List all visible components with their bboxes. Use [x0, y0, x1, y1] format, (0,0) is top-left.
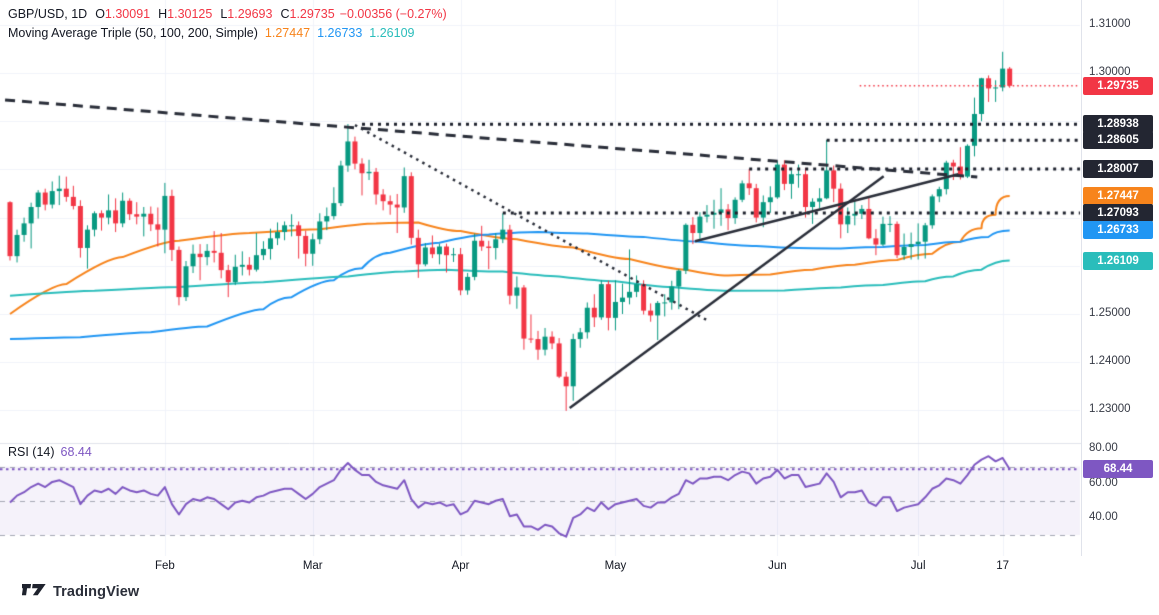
- price-badge: 1.28938: [1083, 115, 1153, 134]
- price-badge: 1.27093: [1083, 204, 1153, 223]
- tradingview-logo-link[interactable]: TradingView: [22, 583, 139, 600]
- ma-indicator-legend-row[interactable]: Moving Average Triple (50, 100, 200, Sim…: [8, 24, 447, 42]
- tradingview-logo-icon: [22, 584, 46, 596]
- price-badge: 1.28605: [1083, 131, 1153, 150]
- price-badge: 1.26109: [1083, 251, 1153, 270]
- time-tick-label: Mar: [302, 560, 323, 572]
- ma100-value: 1.26733: [317, 26, 363, 40]
- time-tick-label: Apr: [451, 560, 470, 572]
- price-badge: 1.29735: [1083, 76, 1153, 95]
- rsi-tick-label: 80.00: [1089, 442, 1118, 455]
- price-change: −0.00356 (−0.27%): [339, 7, 447, 21]
- ohlc-low: L1.29693: [220, 7, 273, 21]
- time-tick-label: Feb: [154, 560, 175, 572]
- price-badge: 1.28007: [1083, 160, 1153, 179]
- price-tick-label: 1.25000: [1089, 307, 1131, 319]
- time-scale[interactable]: Feb Mar Apr May Jun Jul 17: [0, 556, 1159, 578]
- price-tick-label: 1.23000: [1089, 403, 1131, 416]
- price-scale[interactable]: 1.31000 1.30000 1.25000 1.24000 1.23000 80.00…: [1081, 0, 1159, 556]
- rsi-badge: 68.44: [1083, 460, 1153, 479]
- symbol-legend-row[interactable]: GBP/USD, 1D O1.30091 H1.30125 L1.29693 C…: [8, 5, 447, 23]
- rsi-tick-label: 60.00: [1089, 476, 1118, 489]
- ohlc-high: H1.30125: [158, 7, 213, 21]
- time-tick-label: Jun: [768, 560, 787, 572]
- price-tick-label: 1.24000: [1089, 355, 1131, 368]
- ma-indicator-title: Moving Average Triple (50, 100, 200, Sim…: [8, 26, 258, 40]
- ma50-value: 1.27447: [264, 26, 311, 40]
- ma200-value: 1.26109: [369, 26, 415, 40]
- rsi-tick-label: 40.00: [1089, 510, 1118, 523]
- rsi-value: 68.44: [60, 445, 92, 459]
- price-tick-label: 1.31000: [1089, 17, 1131, 30]
- price-tick-label: 1.30000: [1089, 66, 1131, 78]
- price-badge: 1.26733: [1083, 221, 1153, 240]
- rsi-legend-row[interactable]: RSI (14) 68.44: [8, 445, 92, 459]
- time-tick-label: Jul: [910, 560, 926, 572]
- ohlc-open: O1.30091: [95, 7, 151, 21]
- ohlc-close: C1.29735: [280, 7, 335, 21]
- tradingview-logo-text: TradingView: [53, 583, 140, 600]
- time-tick-label: May: [604, 560, 627, 572]
- rsi-title: RSI (14): [8, 445, 55, 459]
- time-tick-label: 17: [996, 560, 1010, 572]
- symbol-title: GBP/USD, 1D: [8, 7, 88, 21]
- chart-legend: GBP/USD, 1D O1.30091 H1.30125 L1.29693 C…: [8, 5, 447, 42]
- price-badge: 1.27447: [1083, 187, 1153, 206]
- footer-bar: TradingView: [0, 577, 1159, 615]
